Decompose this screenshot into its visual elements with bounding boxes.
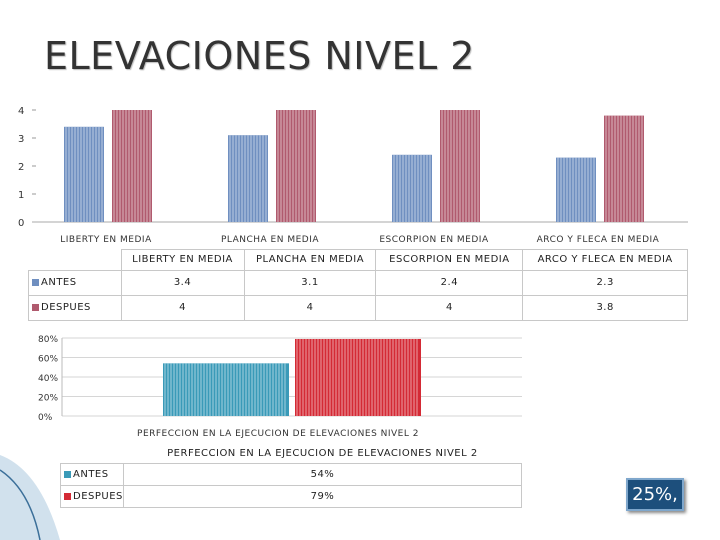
table-cell: 4: [120, 294, 245, 321]
legend-row-antes: ANTES: [28, 269, 122, 296]
row-label: DESPUES: [41, 302, 91, 313]
data-table-perfeccion: PERFECCION EN LA EJECUCION DE ELEVACIONE…: [60, 443, 523, 508]
row-label: ANTES: [73, 469, 109, 480]
y-tick-label: 4: [18, 106, 24, 117]
y-tick-label: 3: [18, 134, 24, 145]
bar-antes: [64, 126, 104, 222]
legend-swatch-antes: [64, 470, 71, 478]
row-label: ANTES: [41, 277, 77, 288]
legend-swatch-antes: [32, 278, 39, 286]
bar-despues: [276, 110, 316, 222]
legend-swatch-despues: [32, 303, 39, 311]
y-tick-label: 60%: [38, 355, 58, 365]
table-cell: 2.4: [375, 269, 524, 296]
legend-row-despues: DESPUES: [60, 485, 124, 508]
table-header: PERFECCION EN LA EJECUCION DE ELEVACIONE…: [167, 447, 478, 459]
corner-decoration: [0, 469, 41, 540]
y-tick-label: 80%: [38, 335, 58, 345]
table-header: ARCO Y FLECA EN MEDIA: [522, 249, 688, 271]
percentage-badge: 25%,: [626, 478, 684, 511]
y-tick-label: 0%: [38, 413, 53, 423]
legend-row-despues: DESPUES: [28, 294, 122, 321]
y-tick-label: 20%: [38, 394, 58, 404]
x-tick-label: PLANCHA EN MEDIA: [221, 235, 319, 245]
row-label: DESPUES: [73, 491, 123, 502]
bar-antes: [228, 135, 268, 222]
page-title: ELEVACIONES NIVEL 2: [44, 34, 475, 78]
bar-antes: [163, 363, 289, 416]
table-cell: 79%: [122, 485, 523, 508]
x-tick-label: LIBERTY EN MEDIA: [60, 235, 152, 245]
corner-decoration: [0, 455, 60, 540]
y-tick-label: 1: [18, 190, 24, 201]
table-cell: 4: [375, 294, 524, 321]
table-header: LIBERTY EN MEDIA: [120, 249, 245, 271]
table-cell: 4: [243, 294, 377, 321]
bar-despues: [112, 110, 152, 222]
bar-despues: [440, 110, 480, 222]
table-cell: 3.1: [243, 269, 377, 296]
bar-antes: [392, 154, 432, 222]
x-tick-label: PERFECCION EN LA EJECUCION DE ELEVACIONE…: [137, 429, 419, 439]
data-table-elevaciones: LIBERTY EN MEDIA PLANCHA EN MEDIA ESCORP…: [28, 249, 688, 321]
x-tick-label: ESCORPION EN MEDIA: [379, 235, 489, 245]
legend-row-antes: ANTES: [60, 463, 124, 486]
table-cell: 3.4: [120, 269, 245, 296]
y-tick-label: 0: [18, 218, 24, 229]
bar-despues: [295, 338, 421, 416]
table-cell: 2.3: [522, 269, 688, 296]
bar-despues: [604, 115, 644, 222]
bar-antes: [556, 157, 596, 222]
table-cell: 54%: [122, 463, 523, 486]
table-header: ESCORPION EN MEDIA: [375, 249, 524, 271]
legend-swatch-despues: [64, 492, 71, 500]
y-tick-label: 2: [18, 162, 24, 173]
table-header: PLANCHA EN MEDIA: [243, 249, 377, 271]
table-cell: 3.8: [522, 294, 688, 321]
x-tick-label: ARCO Y FLECA EN MEDIA: [537, 235, 660, 245]
y-tick-label: 40%: [38, 374, 58, 384]
